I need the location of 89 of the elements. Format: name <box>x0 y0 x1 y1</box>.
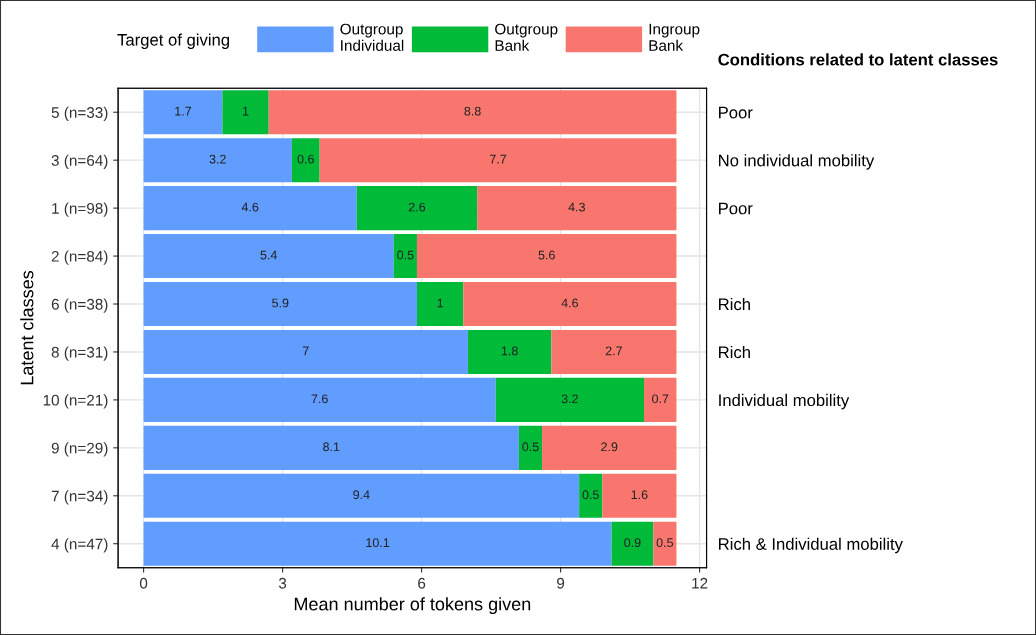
data-label: 5.4 <box>260 250 278 260</box>
bar <box>416 281 464 327</box>
text: Conditions related to latent classes <box>718 53 998 66</box>
bar <box>143 138 292 183</box>
y2-tick-label: Rich & Individual mobility <box>719 537 903 554</box>
bar <box>611 521 654 566</box>
x-tick-label: 12 <box>692 577 708 589</box>
data-label: 1.7 <box>175 106 192 116</box>
bar <box>143 521 612 566</box>
y2-tick-label: Rich <box>719 345 750 359</box>
y2-tick-label: Poor <box>719 202 753 215</box>
data-label: 4.3 <box>568 202 585 212</box>
data-label: 1.6 <box>631 490 648 500</box>
y-tick-label: 1 (n=98) <box>52 202 108 217</box>
x-tick-label: 3 <box>278 577 287 589</box>
y2-tick-label: Individual mobility <box>719 393 850 410</box>
data-label: 1 <box>243 106 249 116</box>
data-label: 8.8 <box>464 106 481 116</box>
y-tick-label: 10 (n=21) <box>43 394 108 409</box>
data-label: 2.6 <box>408 202 426 212</box>
data-label: 4.6 <box>241 202 259 212</box>
bar <box>393 234 417 279</box>
y-tick-label: 6 (n=38) <box>51 298 108 313</box>
bar <box>143 234 394 279</box>
bar <box>143 281 417 327</box>
data-label: 0.5 <box>397 250 414 260</box>
data-label: 7.6 <box>311 394 328 404</box>
bar <box>319 138 677 183</box>
bar <box>602 473 677 518</box>
bar <box>356 186 478 231</box>
y2-tick-label: No individual mobility <box>719 154 875 170</box>
bar <box>143 377 496 422</box>
y-tick-label: 4 (n=47) <box>51 538 108 553</box>
bar <box>268 90 677 135</box>
bar <box>518 425 543 470</box>
data-label: 7 <box>302 346 309 356</box>
bar <box>143 425 519 470</box>
data-label: 0.5 <box>656 538 674 548</box>
y-tick-label: 2 (n=84) <box>51 250 108 265</box>
data-label: 3.2 <box>209 154 226 164</box>
data-label: 3.2 <box>561 394 578 404</box>
bar <box>291 138 320 183</box>
x-tick-label: 9 <box>557 577 565 589</box>
y-tick-label: 7 (n=34) <box>51 490 108 505</box>
bar <box>143 90 223 135</box>
bar <box>467 329 552 374</box>
y-tick-label: 5 (n=33) <box>51 106 108 121</box>
legend-label: Outgroup Individual <box>340 23 404 51</box>
x-axis-title: Mean number of tokens given <box>294 597 531 615</box>
data-label: 4.6 <box>561 298 578 308</box>
bar <box>143 329 468 374</box>
data-label: 0.5 <box>522 442 539 452</box>
y2-tick-label: Rich <box>719 297 750 311</box>
y-tick-label: 3 (n=64) <box>51 154 108 169</box>
bar <box>143 473 580 518</box>
legend-label: Outgroup Bank <box>495 23 558 51</box>
data-label: 0.7 <box>652 394 669 404</box>
bar <box>551 329 677 374</box>
data-label: 0.6 <box>297 154 314 164</box>
bar <box>143 186 357 231</box>
data-label: 1.8 <box>501 346 518 356</box>
bar <box>644 377 677 422</box>
bar <box>495 377 644 422</box>
legend-title: Target of giving <box>117 33 230 50</box>
data-label: 1 <box>437 298 443 308</box>
data-label: 8.1 <box>323 442 340 452</box>
data-label: 5.6 <box>538 250 555 260</box>
data-label: 0.5 <box>582 490 599 500</box>
data-label: 2.9 <box>601 442 618 452</box>
bar <box>653 521 677 566</box>
bar <box>222 90 269 135</box>
bar <box>463 281 677 327</box>
data-label: 5.9 <box>272 298 289 308</box>
data-label: 2.7 <box>605 346 622 356</box>
data-label: 0.9 <box>624 538 641 548</box>
bar <box>477 186 677 231</box>
data-label: 7.7 <box>490 154 507 164</box>
bar <box>579 473 603 518</box>
y-tick-label: 9 (n=29) <box>51 442 108 457</box>
data-label: 10.1 <box>366 538 390 548</box>
y-tick-label: 8 (n=31) <box>51 346 108 361</box>
x-tick-label: 6 <box>418 577 426 589</box>
y2-tick-label: Poor <box>719 106 753 119</box>
y-axis-title: Latent classes <box>20 270 34 385</box>
data-label: 9.4 <box>353 490 370 500</box>
x-tick-label: 0 <box>139 577 148 589</box>
legend-label: Ingroup Bank <box>649 23 700 51</box>
bar <box>416 234 677 279</box>
bar <box>542 425 677 470</box>
